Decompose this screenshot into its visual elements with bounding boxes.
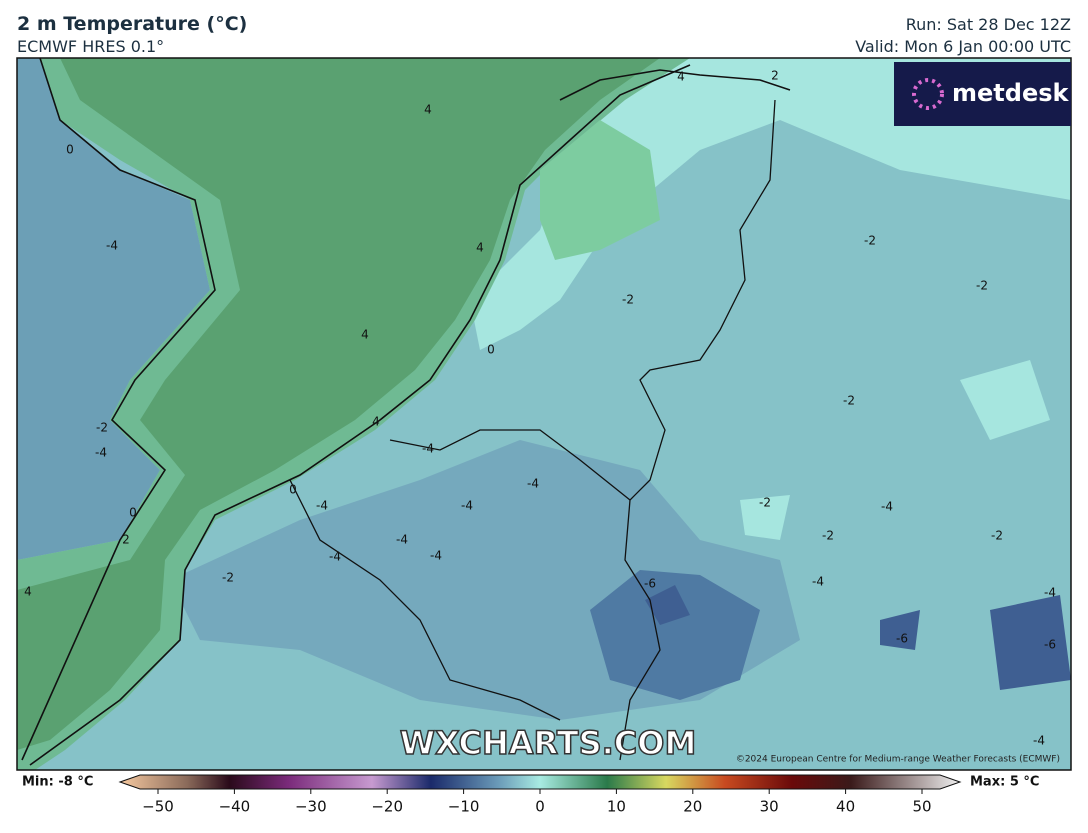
logo: metdesk: [952, 79, 1070, 107]
contour-label: -4: [430, 549, 442, 563]
colorbar-tick-label: −50: [142, 798, 174, 816]
colorbar-tick-label: −10: [448, 798, 480, 816]
contour-label: -2: [976, 279, 988, 293]
cold-core: [645, 585, 1071, 690]
contour-label: 4: [361, 328, 369, 342]
colorbar-tick-label: 40: [836, 798, 855, 816]
contour-label: -4: [95, 446, 107, 460]
colorbar: [118, 774, 962, 790]
run-time: Run: Sat 28 Dec 12Z: [905, 15, 1071, 34]
uk-land: [17, 58, 210, 560]
colorbar-tick-label: 50: [912, 798, 931, 816]
colorbar-tick-label: 0: [535, 798, 545, 816]
borders: [289, 99, 776, 761]
warm-land: [740, 360, 1050, 540]
contour-label: -2: [222, 571, 234, 585]
logo-mark: [912, 78, 944, 110]
colorbar-tick-label: 10: [607, 798, 626, 816]
contour-label: -6: [1044, 638, 1056, 652]
map-field: [17, 58, 1071, 770]
contour-label: -2: [843, 394, 855, 408]
subtitle: ECMWF HRES 0.1°: [17, 37, 165, 56]
contour-label: 4: [424, 103, 432, 117]
contour-label: 0: [66, 143, 74, 157]
contour-label: 0: [487, 343, 495, 357]
contour-label: -4: [106, 239, 118, 253]
colorbar-tick-label: 30: [760, 798, 779, 816]
contour-label: -6: [644, 577, 656, 591]
contour-label: -4: [461, 499, 473, 513]
valid-time: Valid: Mon 6 Jan 00:00 UTC: [855, 37, 1071, 56]
warm-land: [470, 58, 1071, 350]
contour-label: -2: [991, 529, 1003, 543]
contour-label: 4: [677, 70, 685, 84]
contour-label: -2: [759, 496, 771, 510]
contour-label: -4: [316, 499, 328, 513]
contour-label: 0: [289, 483, 297, 497]
logo-box: [894, 62, 1071, 126]
contour-label: -4: [329, 550, 341, 564]
contour-label: -4: [812, 575, 824, 589]
contour-label: -2: [96, 421, 108, 435]
title: 2 m Temperature (°C): [17, 13, 248, 35]
contour-label: -4: [396, 533, 408, 547]
contour-label: -4: [422, 442, 434, 456]
watermark: WXCHARTS.COM: [400, 724, 697, 762]
contour-label: 4: [476, 241, 484, 255]
colorbar-tick-label: −40: [219, 798, 251, 816]
coastlines: [21, 58, 791, 766]
copyright: ©2024 European Centre for Medium-range W…: [736, 755, 1060, 765]
colorbar-tick-label: −20: [371, 798, 403, 816]
contour-label: -4: [527, 477, 539, 491]
contour-label: 2: [122, 533, 130, 547]
contour-label: -2: [622, 293, 634, 307]
contour-label: -4: [1044, 586, 1056, 600]
colorbar-tick-label: −30: [295, 798, 327, 816]
contour-label: -2: [822, 529, 834, 543]
colorbar-max: Max: 5 °C: [970, 775, 1039, 790]
contour-label: 2: [771, 69, 779, 83]
frisian-area: [540, 120, 660, 260]
contour-label: 0: [129, 506, 137, 520]
map-frame: [16, 57, 1072, 771]
contour-label: 4: [24, 585, 32, 599]
contour-label: -6: [896, 632, 908, 646]
contour-label: -4: [881, 500, 893, 514]
cold-core: [590, 570, 760, 700]
sea-open: [17, 58, 660, 750]
colorbar-min: Min: -8 °C: [22, 775, 93, 790]
contour-label: -4: [1033, 734, 1045, 748]
colorbar-tick-label: 20: [683, 798, 702, 816]
contour-label: -2: [864, 234, 876, 248]
contour-label: 4: [372, 415, 380, 429]
